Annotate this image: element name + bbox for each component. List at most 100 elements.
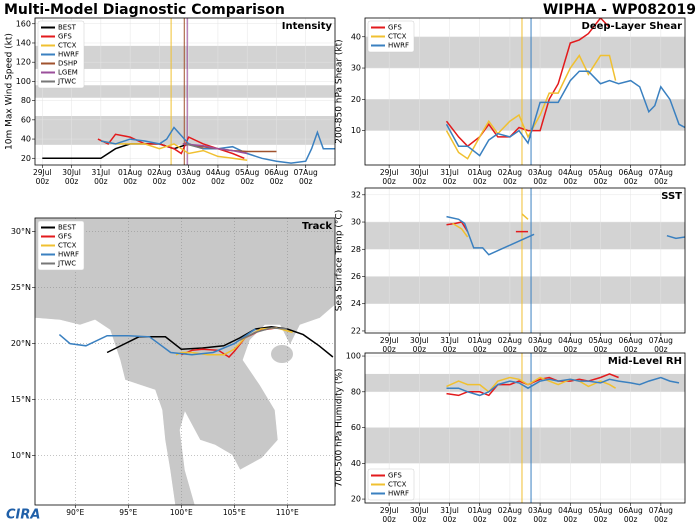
legend-label: CTCX: [58, 42, 77, 50]
frame: [364, 17, 686, 166]
band: [365, 99, 685, 131]
x-tick-label: 29Jul 00z: [33, 168, 52, 186]
x-tick-label: 05Aug 00z: [588, 168, 613, 186]
y-tick-label: 140: [16, 38, 31, 47]
plot-bg: [365, 188, 685, 333]
x-tick-label: 90°E: [66, 508, 85, 517]
y-tick-label: 30: [351, 218, 361, 227]
x-tick-label: 29Jul 00z: [379, 506, 399, 524]
x-tick-label: 07Aug 00z: [648, 506, 673, 524]
x-tick-label: 07Aug 00z: [293, 168, 318, 186]
x-tick-label: 05Aug 00z: [588, 506, 613, 524]
x-tick-label: 07Aug 00z: [648, 168, 673, 186]
x-tick-label: 100°E: [169, 508, 193, 517]
x-tick-label: 06Aug 00z: [618, 506, 643, 524]
y-tick-label: 15°N: [11, 395, 31, 404]
plot-area: [35, 218, 335, 505]
legend-label: GFS: [58, 33, 72, 41]
legend-label: GFS: [388, 472, 402, 480]
y-tick-label: 26: [351, 272, 361, 281]
legend-label: CTCX: [58, 242, 77, 250]
panel-title: Intensity: [282, 21, 333, 32]
y-tick-label: 20: [351, 95, 361, 104]
legend-label: BEST: [58, 24, 77, 32]
y-tick-label: 120: [16, 58, 31, 67]
x-tick-label: 03Aug 00z: [527, 336, 553, 354]
legend-label: JTWC: [57, 260, 76, 268]
y-axis-label: 700-500 hPa Humidity (%): [335, 369, 345, 488]
x-tick-label: 04Aug 00z: [558, 168, 583, 186]
x-tick-label: 01Aug 00z: [467, 168, 492, 186]
x-tick-label: 31Jul 00z: [440, 506, 459, 524]
x-tick-label: 03Aug 00z: [176, 168, 201, 186]
series-line: [445, 70, 685, 157]
band: [365, 222, 685, 250]
panel-title: Deep-Layer Shear: [582, 21, 683, 32]
x-tick-label: 31Jul 00z: [440, 168, 459, 186]
series-line: [182, 143, 248, 155]
y-tick-label: 25°N: [11, 283, 31, 292]
legend-box: [367, 20, 415, 53]
frame: [364, 187, 686, 334]
x-tick-label: 31Jul 00z: [440, 336, 459, 354]
series-line: [58, 328, 256, 356]
y-tick-label: 24: [351, 299, 361, 308]
series-line: [446, 215, 685, 256]
plot-area: [365, 18, 685, 165]
y-tick-label: 100: [346, 352, 361, 361]
panel-title: Mid-Level RH: [608, 356, 682, 367]
legend-label: GFS: [58, 233, 72, 241]
x-tick-label: 30Jul 00z: [62, 168, 81, 186]
plot-area: [365, 353, 685, 503]
panel-title: SST: [661, 191, 682, 202]
x-tick-label: 03Aug 00z: [527, 506, 553, 524]
x-tick-label: 02Aug 00z: [497, 336, 522, 354]
x-tick-label: 02Aug 00z: [497, 168, 522, 186]
series-line: [445, 54, 617, 160]
legend-label: CTCX: [388, 33, 407, 41]
x-tick-label: 29Jul 00z: [379, 336, 399, 354]
plot-area: [365, 188, 685, 333]
band: [365, 276, 685, 304]
series-line: [106, 325, 334, 358]
legend-label: HWRF: [58, 251, 79, 259]
band: [365, 427, 685, 464]
y-axis-label: Sea Surface Temp (°C): [335, 210, 345, 311]
x-tick-label: 07Aug 00z: [648, 336, 673, 354]
band: [35, 85, 335, 98]
frame: [34, 217, 336, 506]
y-tick-label: 60: [21, 115, 31, 124]
legend-label: LGEM: [58, 69, 78, 77]
x-tick-label: 01Aug 00z: [467, 506, 492, 524]
series-line: [185, 143, 204, 150]
x-tick-label: 95°E: [119, 508, 138, 517]
x-tick-label: 05Aug 00z: [588, 336, 613, 354]
band: [365, 36, 685, 69]
y-tick-label: 22: [351, 326, 361, 335]
y-tick-label: 60: [351, 423, 361, 432]
series-line: [445, 18, 611, 148]
y-axis-label: 10m Max Wind Speed (kt): [5, 33, 15, 150]
x-tick-label: 110°E: [275, 508, 299, 517]
legend-label: HWRF: [58, 51, 79, 59]
x-tick-label: 30Jul 00z: [410, 168, 429, 186]
legend-label: JTWC: [57, 78, 76, 86]
legend-label: BEST: [58, 224, 77, 232]
logo: CIRA: [6, 508, 40, 523]
island: [271, 345, 293, 363]
x-tick-label: 03Aug 00z: [527, 168, 553, 186]
y-tick-label: 10°N: [11, 451, 31, 460]
series-line: [446, 221, 528, 233]
legend-label: HWRF: [388, 42, 409, 50]
series-line: [446, 376, 616, 393]
series-line: [100, 140, 248, 161]
legend-box: [367, 468, 415, 501]
y-tick-label: 100: [16, 77, 31, 86]
x-tick-label: 06Aug 00z: [618, 336, 643, 354]
x-tick-label: 04Aug 00z: [558, 506, 583, 524]
legend-label: DSHP: [58, 60, 77, 68]
x-tick-label: 04Aug 00z: [205, 168, 231, 186]
x-tick-label: 02Aug 00z: [147, 168, 172, 186]
